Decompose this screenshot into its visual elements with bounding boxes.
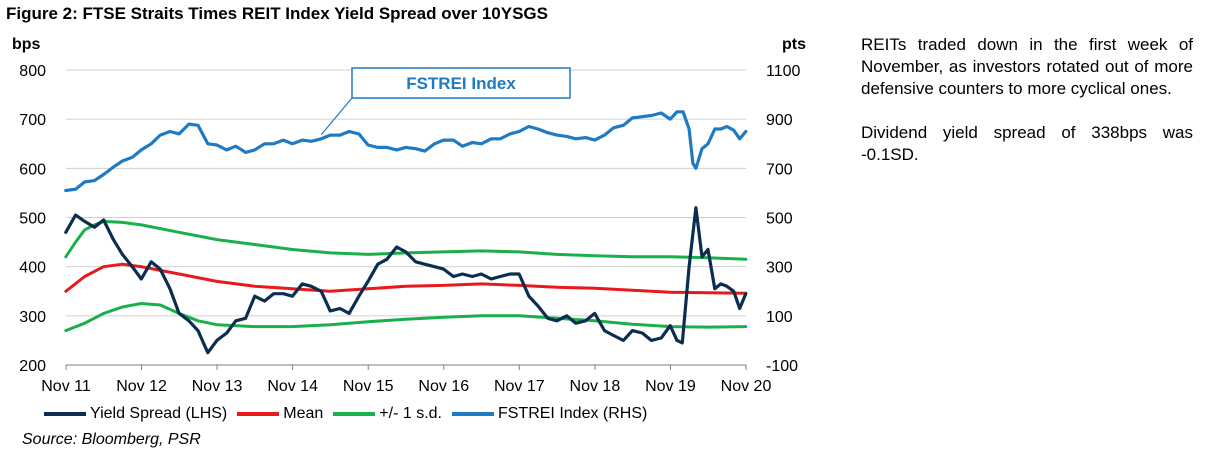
left-tick-label: 800: [19, 63, 46, 80]
chart-legend: Yield Spread (LHS) Mean +/- 1 s.d. FSTRE…: [44, 405, 657, 423]
left-tick-label: 300: [19, 309, 46, 326]
series-line-fstrei-index-rhs: [64, 110, 748, 193]
x-tick-label: Nov 20: [721, 378, 772, 395]
x-tick-label: Nov 13: [192, 378, 243, 395]
legend-item-fstrei: FSTREI Index (RHS): [451, 405, 648, 423]
legend-swatch-sd: [333, 412, 376, 416]
figure-title: Figure 2: FTSE Straits Times REIT Index …: [6, 4, 548, 23]
x-tick-label: Nov 18: [570, 378, 621, 395]
series-line-yield-spread-lhs: [64, 206, 748, 355]
right-tick-label: 300: [766, 260, 793, 277]
x-tick-label: Nov 12: [116, 378, 167, 395]
legend-label-mean: Mean: [283, 405, 324, 422]
annotation-callout-line: [320, 97, 353, 136]
annotation-label: FSTREI Index: [406, 74, 516, 93]
x-tick-label: Nov 15: [343, 378, 394, 395]
left-tick-label: 700: [19, 112, 46, 129]
legend-label-sd: +/- 1 s.d.: [379, 405, 442, 422]
x-tick-label: Nov 14: [267, 378, 318, 395]
x-tick-label: Nov 19: [645, 378, 696, 395]
legend-item-yield-spread: Yield Spread (LHS): [44, 405, 227, 423]
legend-swatch-fstrei: [451, 412, 494, 416]
legend-swatch-yield-spread: [44, 412, 86, 416]
commentary-panel: REITs traded down in the first week of N…: [861, 34, 1193, 188]
x-tick-label: Nov 11: [41, 378, 91, 395]
legend-item-mean: Mean: [237, 405, 323, 423]
chart-area: 800 700 600 500 400 300 200 1100 900 700 500 300 100…: [12, 36, 806, 395]
series-line-1-s-d-lower: [64, 302, 748, 333]
left-tick-label: 200: [19, 358, 46, 375]
x-tick-label: Nov 17: [494, 378, 545, 395]
right-tick-label: 500: [766, 211, 793, 228]
annotation-box: [351, 67, 571, 99]
legend-item-sd: +/- 1 s.d.: [333, 405, 442, 423]
right-tick-label: 700: [766, 161, 793, 178]
right-tick-label: 100: [766, 309, 793, 326]
commentary-paragraph: REITs traded down in the first week of N…: [861, 35, 1193, 98]
series-line-mean: [64, 262, 748, 295]
x-tick-label: Nov 16: [418, 378, 469, 395]
right-tick-label: -100: [766, 358, 798, 375]
left-tick-label: 600: [19, 161, 46, 178]
source-note: Source: Bloomberg, PSR: [22, 431, 201, 448]
right-tick-label: 900: [766, 112, 793, 129]
right-axis-unit: pts: [782, 36, 806, 53]
annotation-layer: FSTREI Index: [320, 67, 571, 136]
left-axis-unit: bps: [12, 36, 41, 53]
legend-swatch-mean: [237, 412, 280, 416]
commentary-paragraph: Dividend yield spread of 338bps was -0.1…: [861, 123, 1193, 164]
legend-label-fstrei: FSTREI Index (RHS): [497, 405, 648, 422]
left-tick-label: 400: [19, 260, 46, 277]
legend-label-yield-spread: Yield Spread (LHS): [90, 405, 228, 422]
right-tick-label: 1100: [766, 63, 801, 80]
left-tick-label: 500: [19, 211, 46, 228]
series-layer: [64, 110, 748, 355]
axes-layer: 800 700 600 500 400 300 200 1100 900 700 500 300 100…: [12, 36, 806, 395]
